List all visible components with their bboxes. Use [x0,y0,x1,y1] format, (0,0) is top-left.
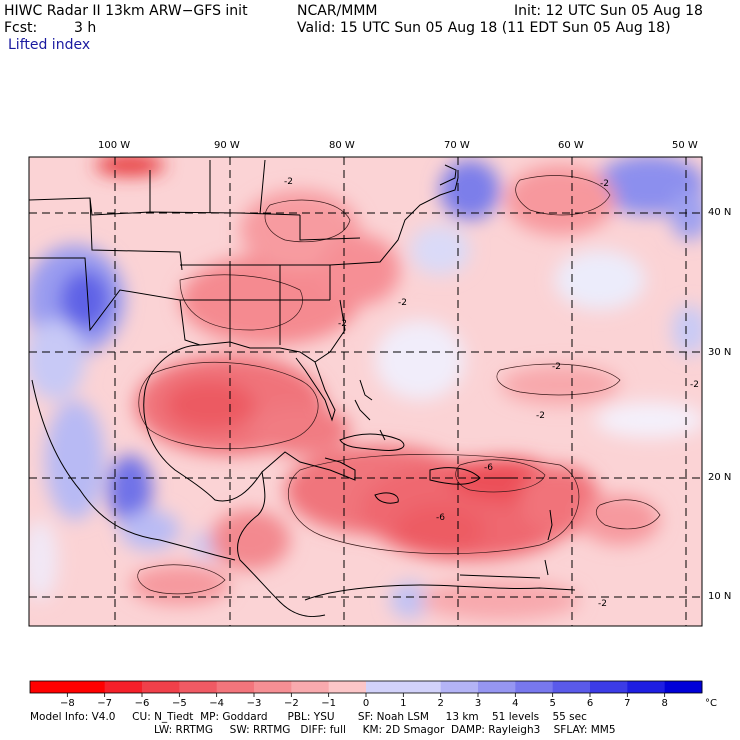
lon-label-70w: 70 W [444,140,470,151]
legend-tick-label: 0 [363,698,369,709]
chart-title: HIWC Radar II 13km ARW−GFS init [4,3,248,19]
legend-unit: °C [705,698,717,709]
legend-swatch [552,681,591,693]
contour-label: -2 [598,599,607,609]
field-name: Lifted index [8,37,91,53]
legend-tick-label: −1 [321,698,336,709]
legend-swatch [142,681,180,693]
lat-label-30n: 30 N [708,347,732,358]
legend-swatch [30,681,68,693]
legend-ticks: −8 −7 −6 −5 −4 −3 −2 −1 0 1 2 3 4 5 6 7 8 °C [60,693,717,709]
legend-tick-label: −2 [284,698,299,709]
graticule [29,157,702,626]
model-info-line1: Model Info: V4.0 CU: N_Tiedt MP: Goddard… [30,711,587,723]
model-info-line2: LW: RRTMG SW: RRTMG DIFF: full KM: 2D Sm… [154,724,616,736]
contour-label: -6 [484,463,493,473]
legend-swatch [664,681,703,693]
forecast-label: Fcst: [4,20,38,36]
contour-label: -2 [536,411,545,421]
legend-tick-label: 3 [475,698,481,709]
organization-label: NCAR/MMM [297,3,378,19]
contour-label: -2 [284,177,293,187]
legend-swatch [515,681,554,693]
color-legend [29,680,703,694]
legend-swatch [403,681,442,693]
legend-tick-label: 6 [587,698,593,709]
map-frame [28,156,703,627]
valid-time: Valid: 15 UTC Sun 05 Aug 18 (11 EDT Sun … [297,20,671,36]
init-time: Init: 12 UTC Sun 05 Aug 18 [514,3,703,19]
legend-swatch [67,681,106,693]
legend-swatch [254,681,292,693]
legend-swatch [291,681,330,693]
contour-label: -2 [552,362,561,372]
legend-tick-label: 2 [437,698,443,709]
legend-tick-label: 5 [549,698,555,709]
contour-lines [137,175,661,595]
lat-label-10n: 10 N [708,591,732,602]
legend-swatch [216,681,255,693]
legend-swatch [590,681,628,693]
legend-swatch [179,681,218,693]
contour-label: -2 [338,319,347,329]
lon-label-100w: 100 W [98,140,131,151]
legend-tick-label: −3 [247,698,262,709]
contour-label: -6 [436,513,445,523]
legend-swatch [104,681,143,693]
legend-tick-label: 8 [661,698,667,709]
lon-label-80w: 80 W [329,140,355,151]
lon-label-90w: 90 W [214,140,240,151]
lat-label-20n: 20 N [708,472,732,483]
legend-tick-label: −5 [172,698,187,709]
legend-swatch [478,681,516,693]
legend-swatch [440,681,479,693]
legend-tick-label: −8 [60,698,75,709]
legend-tick-label: 7 [624,698,630,709]
contour-label: -2 [600,179,609,189]
legend-swatch [328,681,367,693]
contour-label: -2 [398,298,407,308]
lon-label-50w: 50 W [672,140,698,151]
map-field: -2 -2 -2 -2 -2 -2 -6 -6 -2 -2 [29,157,702,626]
legend-tick-label: 1 [400,698,406,709]
forecast-hour: 3 h [74,20,97,36]
legend-tick-label: −6 [135,698,150,709]
lon-label-60w: 60 W [558,140,584,151]
legend-tick-label: −7 [97,698,112,709]
legend-swatch [627,681,666,693]
coastlines [29,159,576,617]
legend-tick-label: 4 [512,698,518,709]
legend-swatch [366,681,404,693]
lat-label-40n: 40 N [708,207,732,218]
legend-tick-label: −4 [209,698,224,709]
contour-label: -2 [690,380,699,390]
